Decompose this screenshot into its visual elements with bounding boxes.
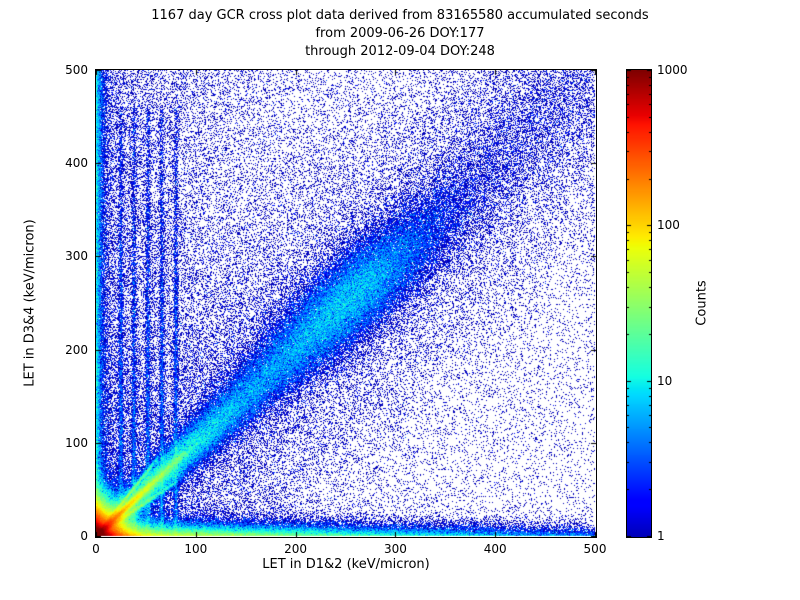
colorbar-tick-label: 1: [657, 529, 665, 543]
colorbar-label: Counts: [694, 280, 710, 326]
y-tick-label: 300: [65, 249, 88, 264]
colorbar-tick-label: 1000: [657, 63, 688, 77]
y-axis-label: LET in D3&4 (keV/micron): [22, 219, 38, 387]
chart-subtitle-from: from 2009-06-26 DOY:177: [315, 26, 485, 41]
colorbar-canvas: [626, 69, 652, 538]
colorbar-tick-label: 100: [657, 218, 680, 233]
x-tick-label: 0: [92, 542, 100, 556]
y-tick-label: 0: [80, 529, 88, 543]
x-tick-label: 400: [483, 542, 507, 556]
x-tick-label: 200: [284, 542, 308, 556]
chart-subtitle-through: through 2012-09-04 DOY:248: [305, 44, 495, 59]
x-tick-label: 100: [184, 542, 208, 556]
y-tick-label: 100: [65, 435, 88, 450]
x-tick-label: 500: [583, 542, 607, 556]
y-tick-label: 200: [65, 342, 88, 357]
colorbar-tick-label: 10: [657, 373, 673, 388]
plot-canvas: [95, 69, 597, 538]
chart-title: 1167 day GCR cross plot data derived fro…: [151, 8, 649, 23]
x-axis-label: LET in D1&2 (keV/micron): [262, 557, 430, 572]
y-tick-label: 400: [65, 156, 88, 171]
x-tick-label: 300: [383, 542, 407, 556]
y-tick-label: 500: [65, 63, 88, 77]
